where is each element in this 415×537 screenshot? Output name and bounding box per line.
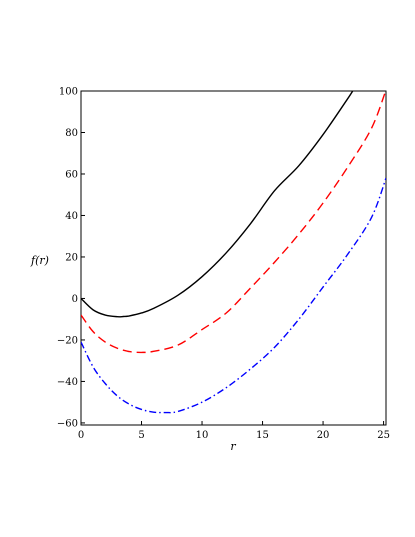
series-line-2 bbox=[81, 91, 386, 354]
x-tick-label: 10 bbox=[196, 430, 209, 441]
y-tick-label: 100 bbox=[59, 87, 78, 98]
x-axis-label: r bbox=[230, 440, 236, 453]
y-tick-label: −60 bbox=[57, 418, 78, 429]
y-tick-label: −40 bbox=[57, 377, 78, 388]
y-tick-label: 20 bbox=[65, 252, 78, 263]
x-tick-label: 5 bbox=[138, 430, 144, 441]
y-tick-label: 40 bbox=[65, 211, 78, 222]
y-tick-label: −20 bbox=[57, 335, 78, 346]
series-line-3 bbox=[81, 177, 386, 414]
x-tick-label: 25 bbox=[377, 430, 390, 441]
x-tick-label: 0 bbox=[78, 430, 84, 441]
plot-frame bbox=[80, 90, 387, 426]
curves bbox=[81, 91, 386, 414]
x-axis-ticks: 0 5 10 15 20 25 bbox=[78, 421, 390, 441]
y-tick-label: 0 bbox=[72, 294, 78, 305]
x-tick-label: 20 bbox=[317, 430, 330, 441]
y-axis-ticks: −60 −40 −20 0 20 40 60 80 100 bbox=[57, 87, 85, 429]
y-tick-label: 80 bbox=[65, 128, 78, 139]
series-line-1 bbox=[81, 91, 354, 318]
y-axis-label: f(r) bbox=[30, 254, 49, 267]
y-tick-label: 60 bbox=[65, 169, 78, 180]
x-tick-label: 15 bbox=[256, 430, 269, 441]
